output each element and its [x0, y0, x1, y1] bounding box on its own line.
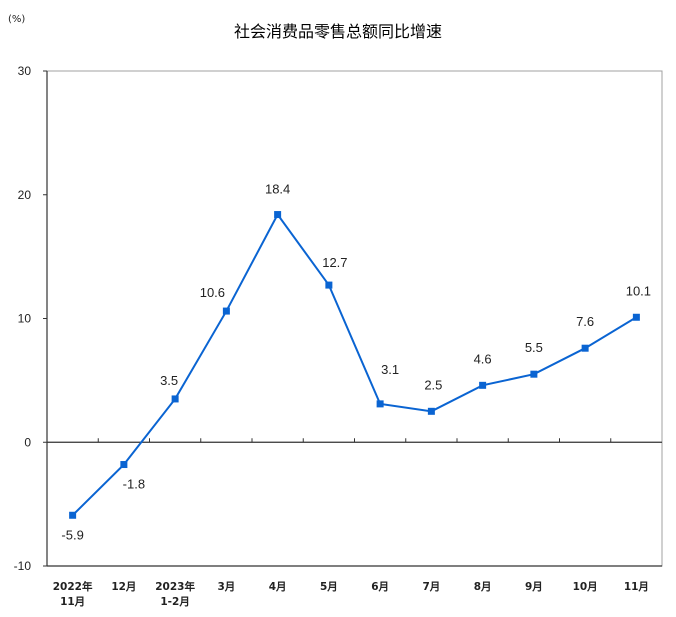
data-label: 2.5 — [424, 377, 442, 392]
data-point-marker — [171, 395, 179, 403]
data-point-marker — [120, 461, 128, 469]
plot-border — [46, 70, 663, 567]
data-label: 18.4 — [265, 182, 290, 197]
data-label: 5.5 — [525, 340, 543, 355]
x-tick-label: 7月 — [422, 581, 440, 593]
data-labels: -5.9 -1.8 3.5 10.6 18.4 12.7 3.1 2.5 4.6 5.5 7.6 10… — [61, 182, 651, 543]
x-tick-label: 5月 — [320, 581, 338, 593]
x-tick-label: 2023年 1-2月 — [155, 580, 195, 608]
x-tick-label: 2022年 11月 — [53, 580, 93, 608]
data-label: -1.8 — [123, 477, 145, 492]
x-tick-label: 8月 — [474, 581, 492, 593]
data-point-marker — [69, 511, 77, 519]
data-label: 3.5 — [160, 373, 178, 388]
x-tick-label: 12月 — [111, 581, 136, 593]
x-tick-label: 3月 — [217, 581, 235, 593]
data-label: 7.6 — [576, 314, 594, 329]
x-tick-label: 10月 — [573, 581, 598, 593]
x-tick-label: 11月 — [624, 581, 649, 593]
data-point-marker — [479, 381, 487, 389]
x-axis: 2022年 11月 12月 2023年 1-2月 3月 4月 5月 6月 7月 8月 9月 10月 11月 — [47, 438, 662, 608]
data-series — [69, 211, 640, 519]
y-tick-label: 10 — [18, 312, 32, 326]
x-tick-label: 9月 — [525, 581, 543, 593]
data-label: 10.6 — [200, 285, 225, 300]
data-label: 3.1 — [381, 362, 399, 377]
data-point-marker — [632, 313, 640, 321]
y-unit-label: (%) — [8, 14, 25, 25]
y-tick-label: 0 — [24, 435, 31, 449]
chart-title: 社会消费品零售总额同比增速 — [234, 22, 442, 41]
data-point-marker — [325, 281, 333, 289]
data-label: 12.7 — [322, 255, 347, 270]
data-point-marker — [376, 400, 384, 408]
y-tick-label: 20 — [18, 188, 32, 202]
data-point-marker — [222, 307, 230, 315]
data-label: 4.6 — [474, 351, 492, 366]
data-point-marker — [530, 370, 538, 378]
y-tick-label: 30 — [18, 64, 32, 78]
x-tick-label: 4月 — [269, 581, 287, 593]
y-tick-label: -10 — [14, 559, 32, 573]
series-line — [71, 212, 637, 516]
y-axis: 30 20 10 0 -10 — [14, 64, 47, 573]
data-point-marker — [427, 407, 435, 415]
x-tick-label: 6月 — [371, 581, 389, 593]
data-label: -5.9 — [61, 527, 83, 542]
data-point-marker — [581, 344, 589, 352]
plot-area — [46, 70, 663, 567]
data-label: 10.1 — [626, 283, 651, 298]
data-point-marker — [274, 211, 282, 219]
